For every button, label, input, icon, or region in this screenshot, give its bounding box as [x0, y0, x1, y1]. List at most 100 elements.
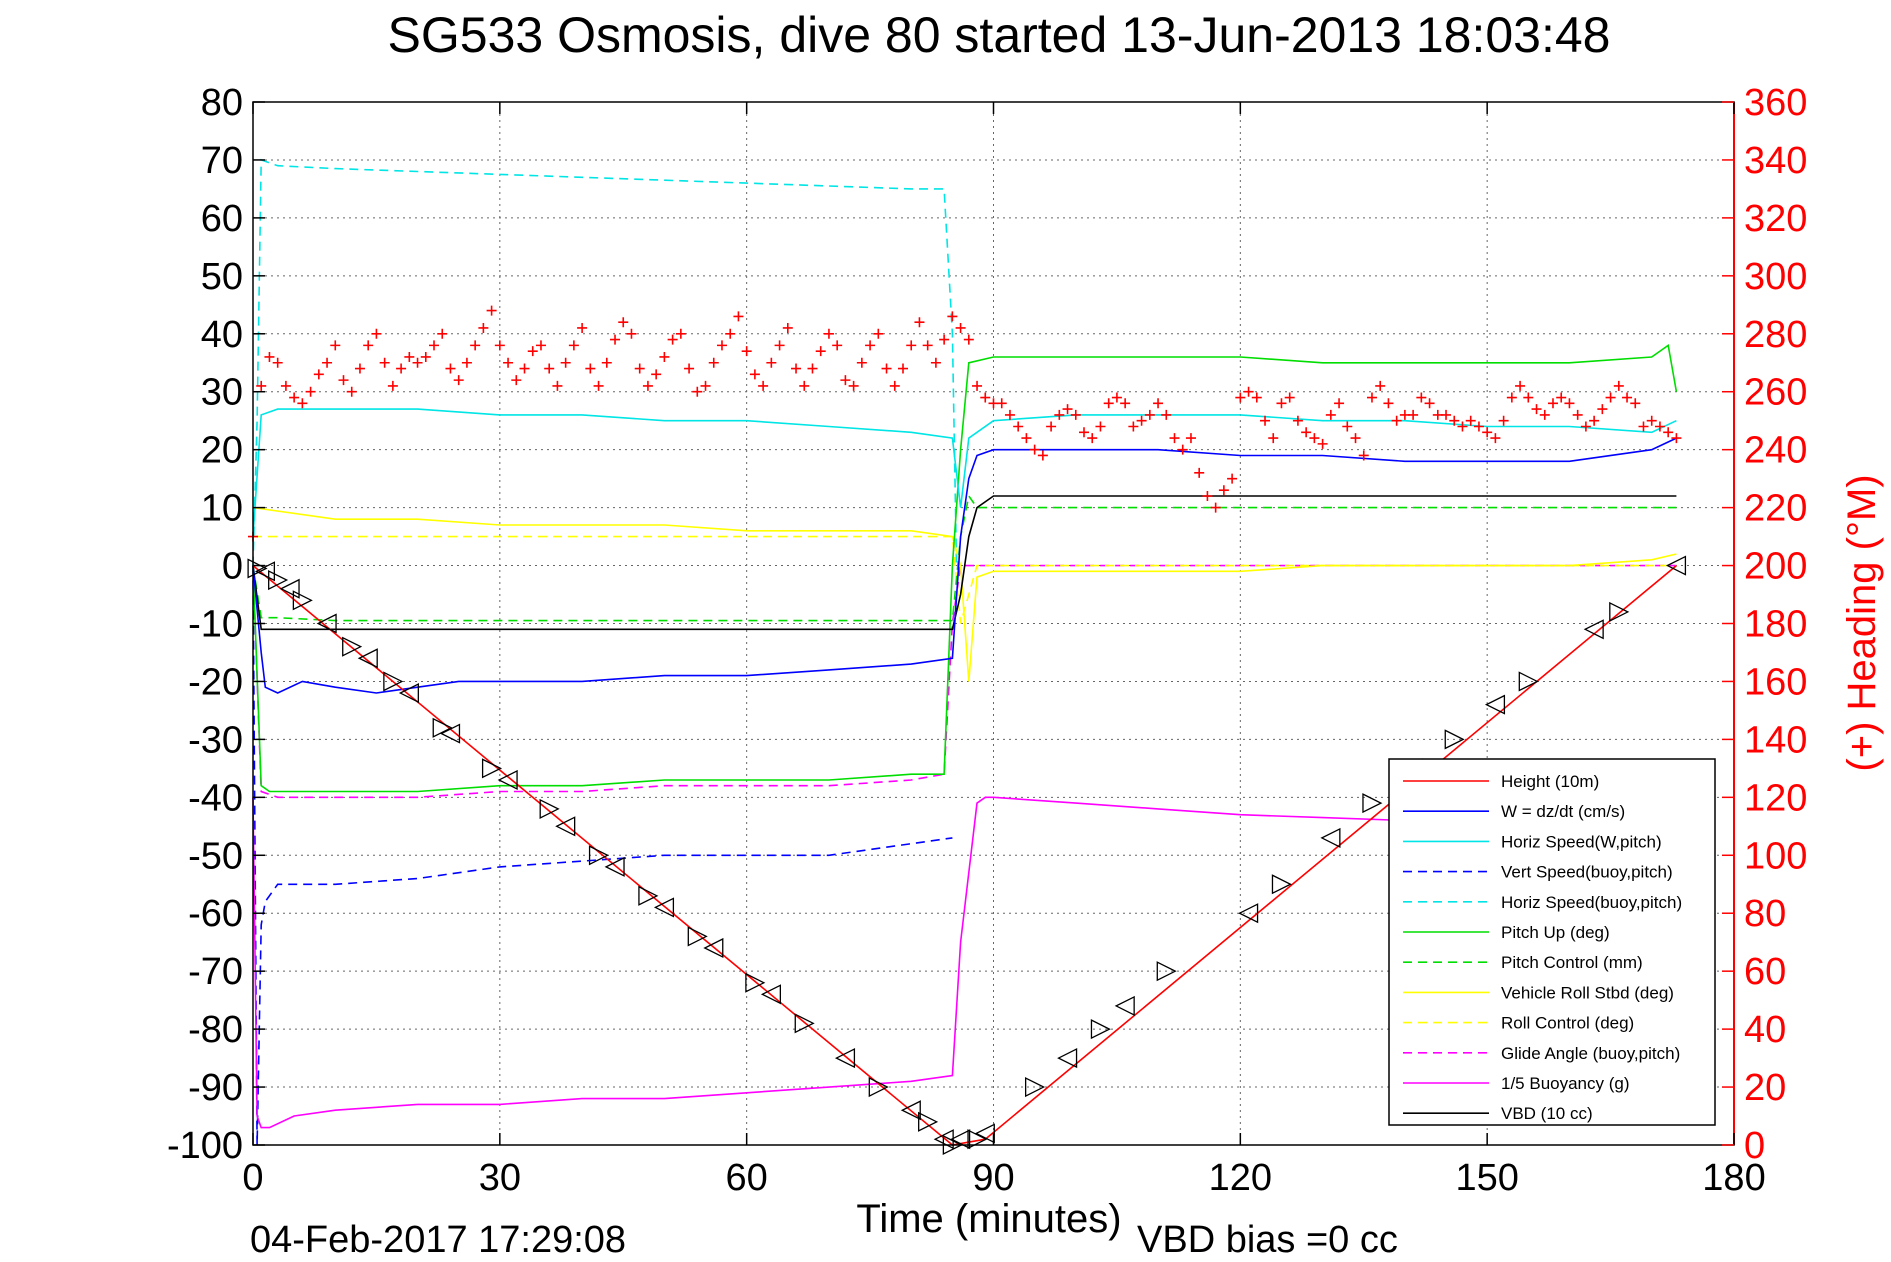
heading-point — [1646, 415, 1657, 426]
depth-marker — [1362, 793, 1383, 814]
depth-marker — [834, 1048, 856, 1069]
heading-point — [1416, 392, 1427, 403]
heading-point — [972, 380, 983, 391]
y2-tick-label: 40 — [1744, 1009, 1786, 1051]
heading-point — [519, 363, 530, 374]
footer-vbd-bias: VBD bias =0 cc — [1137, 1219, 1398, 1261]
series-line-1 — [252, 437, 1677, 694]
y-tick-label: -80 — [188, 1009, 243, 1051]
legend-entry-label: Pitch Control (mm) — [1501, 953, 1643, 972]
depth-marker — [539, 798, 560, 819]
heading-point — [1482, 427, 1493, 438]
y2-tick-label: 80 — [1744, 893, 1786, 935]
depth-marker — [247, 558, 268, 579]
depth-marker — [1484, 694, 1506, 715]
heading-point — [799, 380, 810, 391]
heading-point — [930, 357, 941, 368]
heading-point — [1235, 392, 1246, 403]
heading-point — [749, 369, 760, 380]
y-tick-label: 30 — [201, 372, 243, 414]
heading-point — [494, 340, 505, 351]
heading-point — [1342, 421, 1353, 432]
heading-point — [832, 340, 843, 351]
legend: Height (10m) W = dz/dt (cm/s) Horiz Speed(… — [1388, 758, 1716, 1126]
heading-point — [1457, 421, 1468, 432]
heading-point — [322, 357, 333, 368]
heading-point — [651, 369, 662, 380]
chart-title: SG533 Osmosis, dive 80 started 13-Jun-20… — [388, 7, 1611, 63]
heading-point — [478, 322, 489, 333]
depth-marker — [604, 856, 625, 877]
y2-tick-label: 60 — [1744, 951, 1786, 993]
heading-point — [758, 380, 769, 391]
series-line-11 — [252, 495, 1677, 631]
depth-markers — [247, 555, 1687, 1156]
depth-marker — [687, 926, 708, 947]
heading-point — [1103, 398, 1114, 409]
y-tick-label: -60 — [188, 893, 243, 935]
heading-point — [955, 322, 966, 333]
heading-point — [1136, 415, 1147, 426]
y2-tick-label: 320 — [1744, 198, 1807, 240]
heading-point — [922, 340, 933, 351]
heading-point — [1572, 409, 1583, 420]
legend-entry-label: Horiz Speed(buoy,pitch) — [1501, 893, 1682, 912]
series-layer — [252, 158, 1678, 1146]
heading-point — [1597, 404, 1608, 415]
depth-marker — [794, 1013, 815, 1034]
heading-point — [1004, 409, 1015, 420]
heading-point — [535, 340, 546, 351]
heading-point — [840, 375, 851, 386]
y2-tick-label: 240 — [1744, 430, 1807, 472]
depth-marker — [967, 1129, 988, 1150]
heading-point — [387, 380, 398, 391]
heading-point — [1161, 409, 1172, 420]
heading-point — [461, 357, 472, 368]
heading-point — [1062, 404, 1073, 415]
y-tick-label: 40 — [201, 314, 243, 356]
heading-point — [1309, 433, 1320, 444]
heading-point — [585, 363, 596, 374]
y-tick-label: 0 — [222, 546, 243, 588]
y-tick-label: -30 — [188, 719, 243, 761]
depth-marker — [1024, 1077, 1046, 1098]
heading-point — [1424, 398, 1435, 409]
heading-point — [1358, 450, 1369, 461]
heading-series — [248, 305, 1682, 542]
heading-point — [1506, 392, 1517, 403]
y2-tick-label: 340 — [1744, 140, 1807, 182]
heading-point — [297, 398, 308, 409]
depth-marker — [745, 972, 766, 993]
heading-point — [445, 363, 456, 374]
heading-point — [675, 328, 686, 339]
y2-tick-label: 100 — [1744, 835, 1807, 877]
heading-point — [947, 311, 958, 322]
heading-point — [1441, 409, 1452, 420]
heading-point — [774, 340, 785, 351]
heading-point — [396, 363, 407, 374]
series-line-2 — [252, 408, 1677, 537]
heading-point — [1169, 433, 1180, 444]
depth-marker — [254, 561, 275, 582]
heading-point — [354, 363, 365, 374]
y-tick-label: -10 — [188, 604, 243, 646]
heading-point — [264, 351, 275, 362]
heading-point — [486, 305, 497, 316]
heading-point — [1013, 421, 1024, 432]
series-line-10 — [252, 796, 1405, 1129]
x-axis-ticks: 0 30 60 90 120 150 180 — [242, 102, 1766, 1199]
heading-point — [1177, 444, 1188, 455]
heading-point — [996, 398, 1007, 409]
y2-axis-ticks: 3603403203002802602402202001801601401201… — [1722, 82, 1807, 1167]
heading-point — [371, 328, 382, 339]
heading-point — [1654, 421, 1665, 432]
legend-entry-label: Horiz Speed(W,pitch) — [1501, 832, 1662, 851]
heading-point — [593, 380, 604, 391]
y-tick-label: 80 — [201, 82, 243, 124]
heading-point — [815, 346, 826, 357]
heading-point — [1325, 409, 1336, 420]
heading-point — [1087, 433, 1098, 444]
heading-point — [1251, 392, 1262, 403]
heading-point — [1054, 409, 1065, 420]
y-tick-label: 10 — [201, 488, 243, 530]
